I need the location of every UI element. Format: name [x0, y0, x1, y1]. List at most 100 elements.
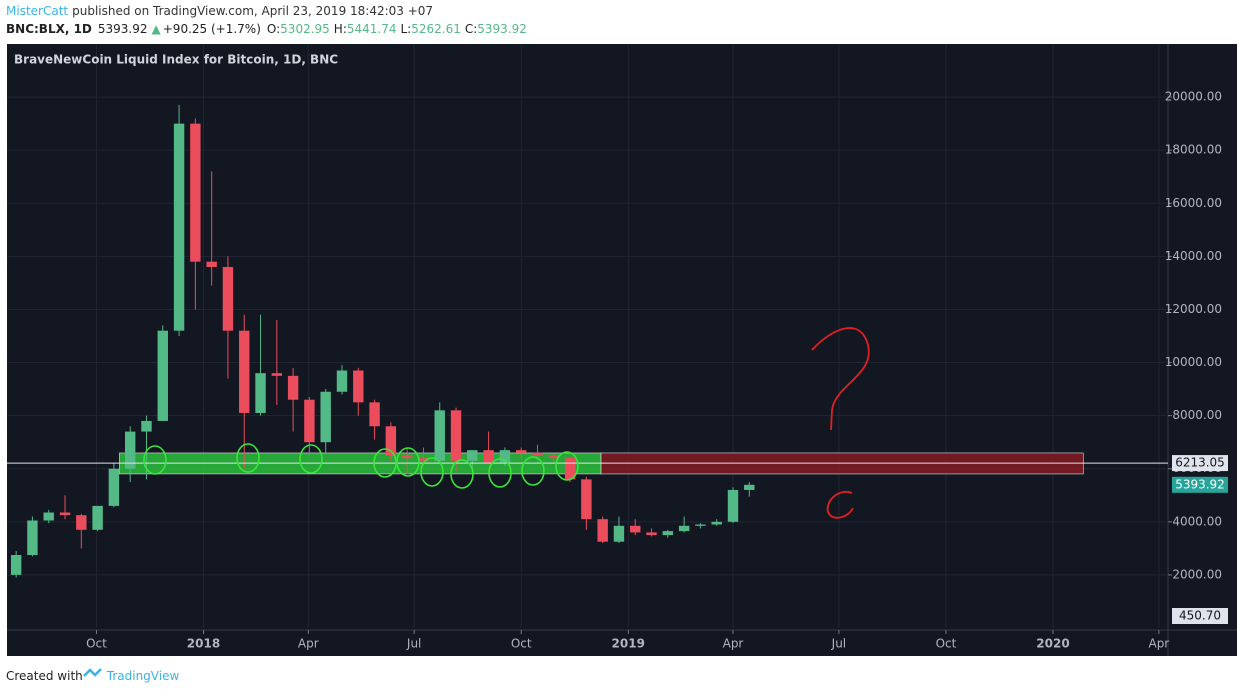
x-tick-label: Jul [831, 637, 846, 651]
ohlc-label: O: [267, 22, 280, 36]
candle-body [483, 450, 494, 464]
drawn-hook [826, 490, 854, 519]
y-tick-label: 20000.00 [1165, 90, 1222, 104]
candle-body [59, 512, 71, 516]
drawn-circle [236, 443, 260, 473]
candle-body [581, 479, 592, 520]
candle-body [239, 330, 250, 413]
x-tick-label: Apr [723, 637, 744, 651]
y-tick-label: 8000.00 [1172, 408, 1222, 422]
footer-line: Created with TradingView [6, 669, 179, 683]
candle-body [92, 505, 103, 530]
candle-body [76, 515, 87, 530]
created-with: Created with [6, 669, 83, 683]
drawn-circle [373, 448, 397, 478]
candle-body [678, 525, 690, 532]
x-tick-label: Oct [936, 637, 957, 651]
candle-body [320, 391, 331, 443]
candle-body [304, 399, 315, 443]
drawn-circle [450, 459, 474, 489]
candle-body [206, 261, 217, 267]
candle-body [401, 455, 413, 459]
candle-body [711, 521, 722, 525]
brand[interactable]: TradingView [106, 669, 180, 683]
ohlc-label: C: [465, 22, 477, 36]
drawn-circle [420, 457, 444, 487]
drawn-circle [299, 444, 323, 474]
header-line: MisterCatt published on TradingView.com, … [6, 4, 433, 18]
candle-body [548, 455, 559, 459]
candle-body [499, 450, 511, 464]
candle-body [287, 375, 299, 400]
candle-body [727, 489, 739, 522]
x-tick-label: Oct [86, 637, 107, 651]
x-tick-label: Oct [511, 637, 532, 651]
x-tick-label: 2020 [1036, 637, 1069, 651]
drawn-circle [488, 458, 512, 488]
y-tick-label: 14000.00 [1165, 249, 1222, 263]
ohlc-label: H: [334, 22, 347, 36]
candle-body [369, 402, 380, 427]
brand-logo [83, 668, 102, 677]
candle-body [597, 519, 608, 542]
y-tick-label: 10000.00 [1165, 355, 1222, 369]
candle-body [157, 330, 168, 421]
chart-area [7, 44, 1237, 656]
x-tick-label: Apr [1148, 637, 1169, 651]
change: +90.25 (+1.7%) [163, 22, 261, 36]
x-tick-label: 2019 [612, 637, 645, 651]
plot [7, 44, 1172, 634]
last-price-badge [1172, 476, 1228, 493]
drawn-question [811, 327, 870, 431]
up-arrow: ▲ [152, 22, 162, 36]
ohlc-value: 5302.95 [280, 22, 330, 36]
y-tick-label: 16000.00 [1165, 196, 1222, 210]
candle-body [141, 420, 152, 432]
drawn-circle [521, 456, 545, 486]
candle-body [43, 512, 54, 521]
ohlc-value: 5262.61 [411, 22, 461, 36]
candle-body [385, 426, 397, 456]
candle-body [564, 458, 576, 480]
candle-body [124, 431, 136, 469]
candle-body [255, 373, 266, 413]
drawn-circle [555, 451, 579, 481]
last-price: 5393.92 [98, 22, 148, 36]
candle-body [515, 450, 527, 453]
y-tick-label: 2000.00 [1172, 567, 1222, 581]
candle-body [434, 410, 445, 461]
candle-body [10, 555, 22, 575]
x-tick-label: 2018 [187, 637, 220, 651]
price-line-label: 6213.05 [1175, 456, 1225, 470]
candle-body [353, 370, 364, 403]
candle-body [190, 123, 201, 262]
ohlc-value: 5393.92 [477, 22, 527, 36]
candle-body [662, 531, 674, 536]
author[interactable]: MisterCatt [6, 4, 68, 18]
quote-line: BNC:BLX, 1D 5393.92 ▲ +90.25 (+1.7%) O:5302.… [6, 22, 527, 36]
candle-body [173, 123, 185, 331]
candle-body [630, 525, 641, 533]
candle-body [27, 520, 38, 555]
price-line-badge [1172, 455, 1228, 472]
candle-body [646, 532, 657, 536]
x-tick-label: Jul [406, 637, 421, 651]
volume-ma-label: 450.70 [1179, 609, 1221, 623]
chart-title: BraveNewCoin Liquid Index for Bitcoin, 1… [14, 53, 338, 67]
candle-body [271, 373, 283, 376]
candle-body [532, 452, 543, 456]
candle-body [450, 410, 462, 461]
drawn-circle [143, 445, 167, 475]
ohlc-value: 5441.74 [347, 22, 397, 36]
last-price-label: 5393.92 [1175, 477, 1225, 491]
candle-body [222, 266, 234, 331]
candle-body [467, 450, 478, 461]
x-tick-label: Apr [298, 637, 319, 651]
published: published on TradingView.com, April 23, … [72, 4, 433, 18]
candle-body [418, 458, 429, 461]
candle-body [108, 468, 120, 506]
y-tick-label: 4000.00 [1172, 514, 1222, 528]
y-tick-label: 18000.00 [1165, 143, 1222, 157]
volume-ma-badge [1172, 608, 1228, 624]
